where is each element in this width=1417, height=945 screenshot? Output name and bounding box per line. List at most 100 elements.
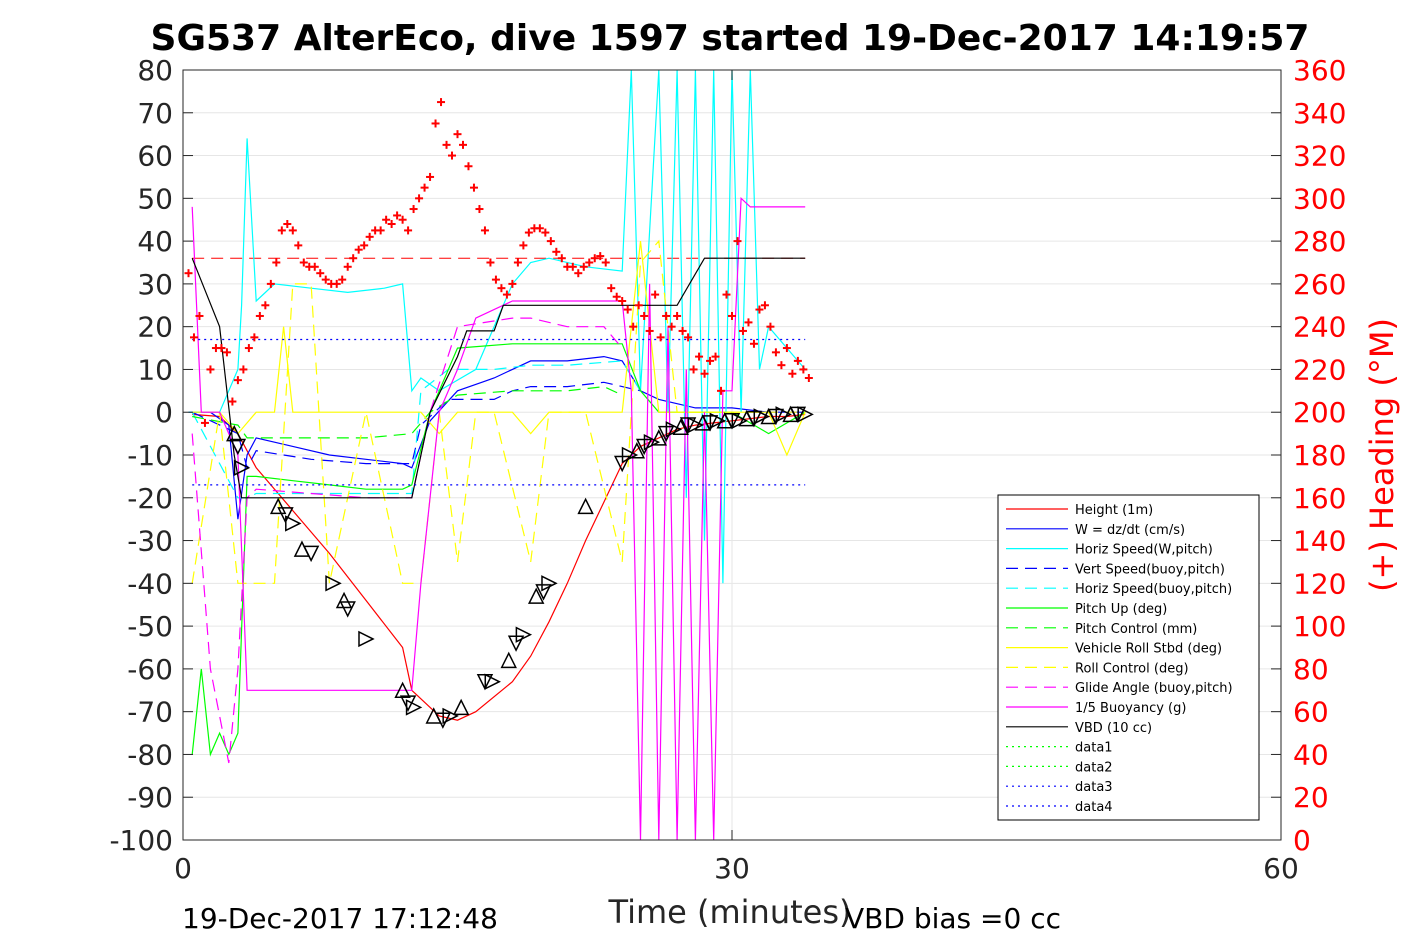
heading-point (623, 305, 632, 314)
heading-point (266, 279, 275, 288)
dive-marker (731, 412, 748, 429)
heading-point (272, 258, 281, 267)
heading-point (596, 252, 605, 261)
heading-point (579, 262, 588, 271)
heading-point (607, 284, 616, 293)
heading-point (415, 194, 424, 203)
heading-point (502, 290, 511, 299)
heading-point (667, 322, 676, 331)
y2-tick-label: 340 (1293, 97, 1346, 130)
heading-point (426, 172, 435, 181)
legend-label: VBD (10 cc) (1075, 721, 1152, 736)
heading-point (799, 365, 808, 374)
heading-point (409, 205, 418, 214)
heading-point (404, 226, 413, 235)
y-tick-label: -10 (127, 439, 173, 472)
heading-point (722, 290, 731, 299)
heading-point (354, 245, 363, 254)
legend-label: Horiz Speed(buoy,pitch) (1075, 582, 1232, 597)
heading-point (717, 386, 726, 395)
heading-point (491, 275, 500, 284)
dive-marker (484, 673, 501, 690)
y2-tick-label: 60 (1293, 696, 1329, 729)
heading-point (255, 311, 264, 320)
heading-point (689, 365, 698, 374)
heading-point (590, 254, 599, 263)
heading-point (508, 279, 517, 288)
heading-point (261, 301, 270, 310)
heading-point (469, 183, 478, 192)
dive-marker (229, 438, 247, 456)
heading-point (546, 237, 555, 246)
heading-point (738, 326, 747, 335)
dive-marker (500, 651, 517, 669)
heading-point (387, 220, 396, 228)
heading-point (804, 374, 813, 382)
dive-marker (535, 584, 552, 601)
heading-point (535, 224, 544, 233)
heading-point (760, 301, 769, 310)
heading-point (618, 297, 627, 305)
legend-label: Pitch Control (mm) (1075, 622, 1197, 637)
legend-label: W = dz/dt (cm/s) (1075, 523, 1185, 538)
heading-point (222, 348, 231, 357)
dive-marker (442, 707, 459, 725)
footer-timestamp: 19-Dec-2017 17:12:48 (182, 902, 498, 935)
y-tick-label: 40 (137, 225, 173, 258)
heading-point (250, 333, 259, 342)
heading-point (744, 318, 753, 327)
y-tick-label: -40 (127, 567, 173, 600)
heading-point (195, 311, 204, 320)
y-tick-label: 50 (137, 182, 173, 215)
heading-point (206, 365, 215, 374)
legend-label: Roll Control (deg) (1075, 661, 1189, 676)
y2-tick-label: 360 (1293, 54, 1346, 87)
heading-point (755, 305, 764, 314)
right-axis-label: (+) Heading (°M) (1363, 318, 1401, 592)
heading-point (376, 226, 385, 235)
legend-label: Vert Speed(buoy,pitch) (1075, 562, 1225, 577)
legend-label: data2 (1075, 760, 1113, 775)
heading-point (782, 344, 791, 353)
heading-point (486, 258, 495, 267)
y-tick-label: -30 (127, 525, 173, 558)
heading-point (497, 284, 506, 293)
legend-label: Horiz Speed(W,pitch) (1075, 543, 1213, 558)
heading-point (453, 130, 462, 139)
dive-marker (643, 433, 661, 451)
y2-tick-label: 100 (1293, 610, 1346, 643)
heading-point (437, 98, 446, 107)
y2-tick-label: 180 (1293, 439, 1346, 472)
heading-point (788, 369, 797, 378)
footer-vbd-bias: VBD bias =0 cc (845, 902, 1061, 935)
heading-point (299, 258, 308, 267)
series-line-hspeed_buoy (191, 360, 642, 499)
heading-point (332, 279, 341, 288)
heading-point (568, 262, 577, 271)
heading-point (442, 140, 451, 149)
y2-tick-label: 260 (1293, 268, 1346, 301)
heading-point (294, 241, 303, 250)
heading-point (349, 254, 358, 263)
heading-point (634, 301, 643, 310)
legend-label: Glide Angle (buoy,pitch) (1075, 681, 1233, 696)
dive-marker (339, 601, 356, 618)
dive-marker (233, 459, 251, 477)
heading-point (678, 326, 687, 335)
dive-marker (269, 497, 287, 515)
dive-marker (541, 575, 558, 592)
heading-point (728, 311, 736, 320)
legend-label: 1/5 Buoyancy (g) (1075, 701, 1186, 716)
heading-point (184, 269, 193, 278)
heading-point (431, 119, 440, 128)
y-tick-label: -80 (127, 738, 173, 771)
dive-marker (665, 421, 683, 438)
heading-point (464, 162, 473, 171)
heading-point (574, 269, 583, 278)
y-tick-label: 0 (155, 396, 173, 429)
heading-point (321, 275, 330, 284)
y2-tick-label: 160 (1293, 482, 1346, 515)
heading-point (360, 241, 369, 250)
y-tick-label: -60 (127, 653, 173, 686)
heading-point (585, 258, 594, 267)
